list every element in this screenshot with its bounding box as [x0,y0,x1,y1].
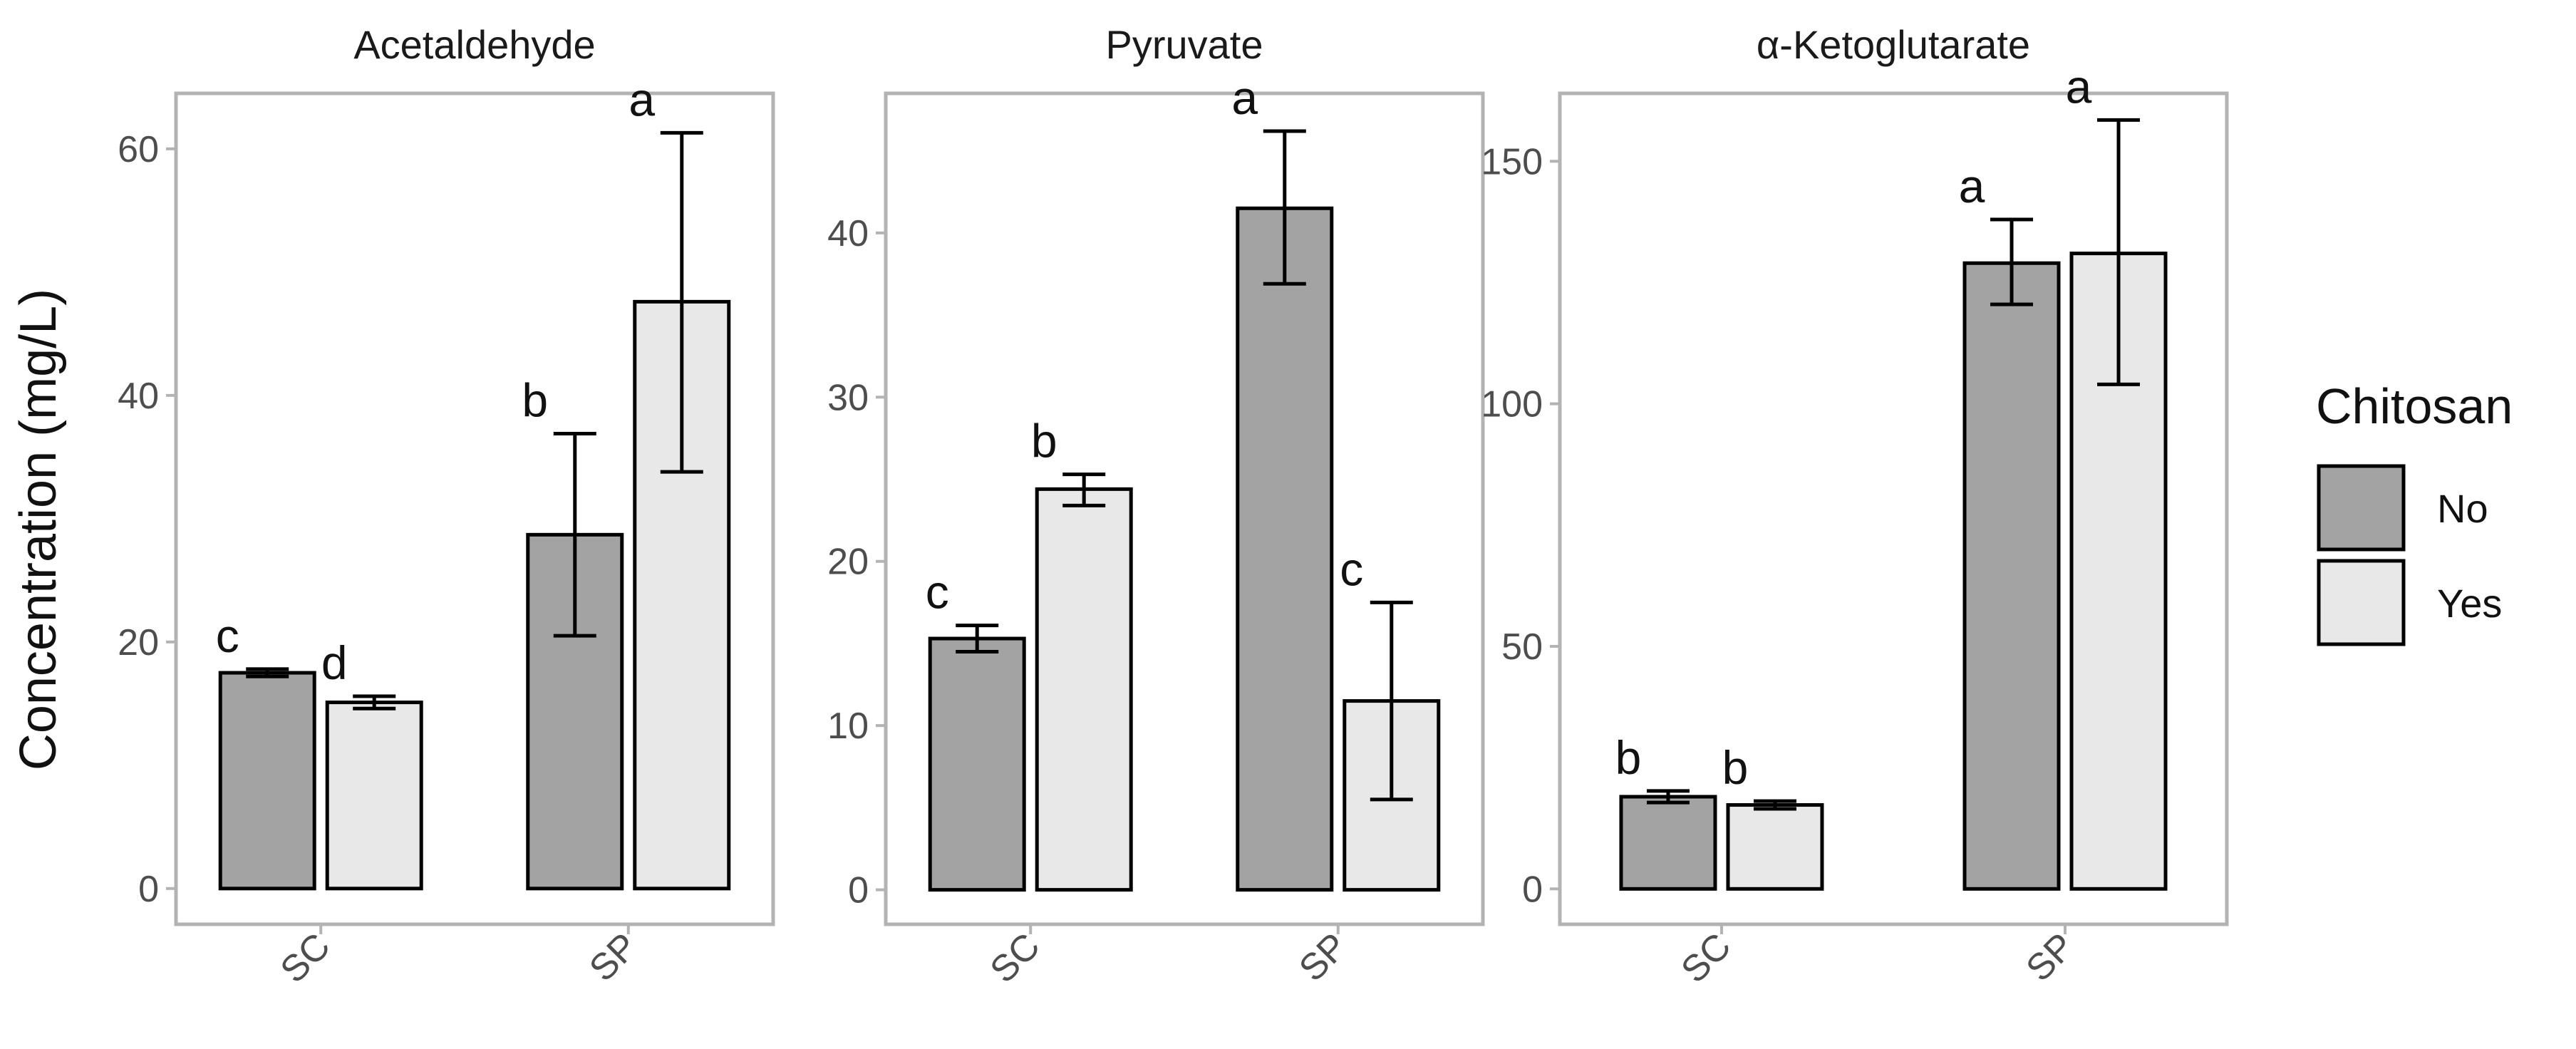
errorbar-yes-sp [1370,600,1413,802]
errorbar-yes-sp [660,130,703,474]
y-tick-label: 40 [118,376,159,417]
y-tick-label: 100 [1481,384,1543,425]
errorbar-yes-sp [2097,118,2141,386]
bar-yes-sc [1726,803,1824,891]
bar-yes-sc [1035,487,1133,892]
facet-title: Pyruvate [1106,22,1263,67]
errorbar-no-sc [1646,789,1690,805]
significance-label-no-sc: c [926,566,949,619]
y-tick-label: 30 [827,377,869,418]
facet-title: α-Ketoglutarate [1757,22,2030,67]
significance-label-no-sp: a [1231,71,1258,124]
significance-label-yes-sp: c [1340,542,1363,595]
errorbar-no-sc [246,667,289,678]
y-tick-label: 0 [848,870,869,911]
y-tick-label: 40 [827,213,869,254]
bar-no-sc [928,636,1026,892]
significance-label-no-sp: b [522,373,548,426]
significance-label-yes-sc: d [321,636,348,689]
significance-label-yes-sp: a [2066,60,2092,113]
y-tick-label: 60 [118,129,159,170]
legend-label-no: No [2437,486,2488,531]
legend-key-no [2317,464,2406,552]
legend-label-yes: Yes [2437,581,2502,626]
y-tick-label: 20 [827,542,869,583]
legend-title: Chitosan [2316,378,2513,434]
significance-label-yes-sc: b [1031,415,1057,467]
bar-no-sc [218,671,316,891]
legend: Chitosan No Yes [2316,378,2513,646]
errorbar-no-sp [1263,129,1306,286]
legend-key-yes [2317,559,2406,646]
bar-no-sp [1962,261,2061,891]
significance-label-no-sc: b [1615,731,1642,784]
facet-title: Acetaldehyde [353,22,595,67]
significance-label-yes-sp: a [629,73,655,125]
y-tick-label: 50 [1501,626,1543,668]
y-axis-label: Concentration (mg/L) [10,289,67,770]
y-tick-label: 150 [1481,141,1543,182]
y-tick-label: 0 [1522,869,1543,910]
errorbar-yes-sc [353,694,396,710]
y-tick-label: 20 [118,622,159,663]
errorbar-yes-sc [1062,472,1106,507]
significance-label-no-sp: a [1959,160,1985,212]
errorbar-yes-sc [1753,799,1796,811]
errorbar-no-sc [956,624,999,653]
significance-label-yes-sc: b [1722,741,1749,794]
errorbar-no-sp [1990,217,2034,306]
bar-no-sc [1619,795,1717,891]
errorbar-no-sp [553,431,596,638]
bar-no-sp [1236,206,1334,892]
y-tick-label: 10 [827,706,869,747]
y-tick-label: 0 [138,869,159,910]
significance-label-no-sc: c [216,609,239,662]
bar-yes-sc [325,701,423,891]
